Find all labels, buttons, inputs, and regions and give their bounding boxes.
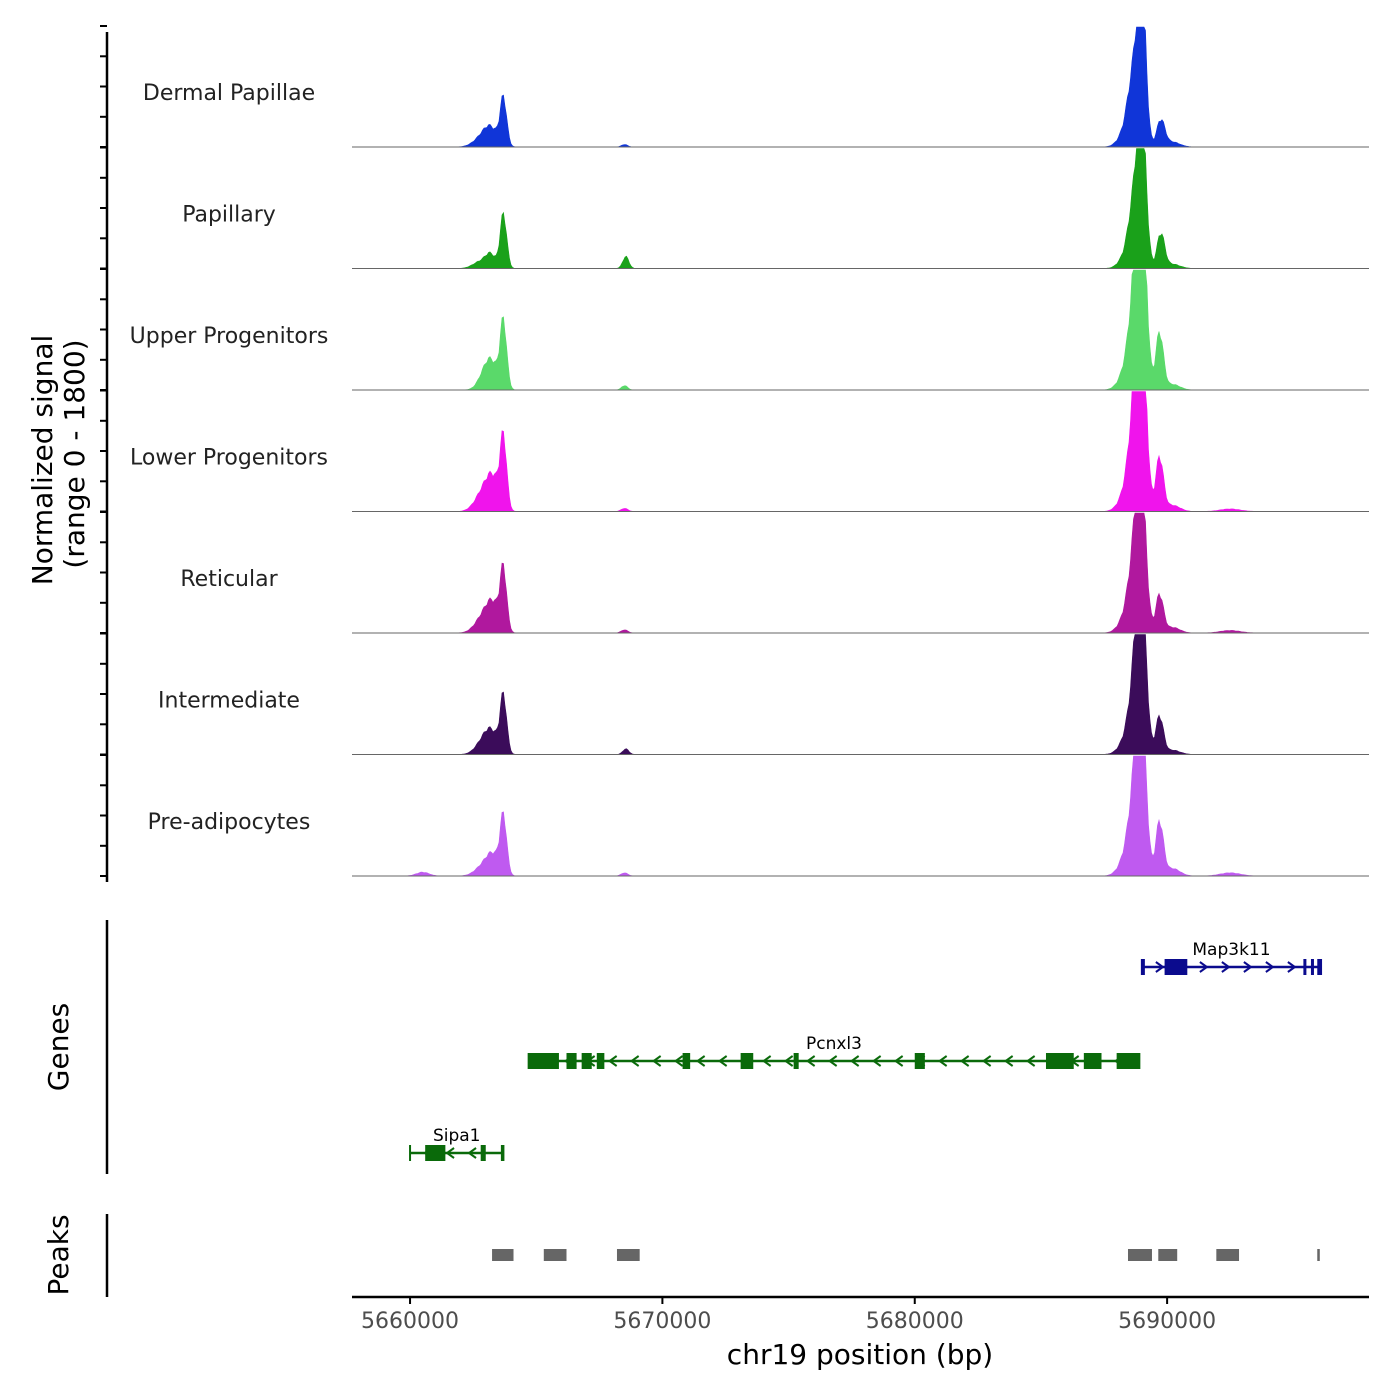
gene-label: Map3k11: [1192, 940, 1270, 960]
exon: [581, 1053, 592, 1069]
strand-arrow: [1221, 961, 1231, 973]
strand-arrow: [1155, 961, 1165, 973]
x-axis: 5660000 5670000 5680000 5690000 chr19 posit…: [352, 1295, 1369, 1371]
exon: [1317, 959, 1322, 975]
exon: [566, 1053, 577, 1069]
genes-panel: Genes Map3k11 Pcnxl3 Sipa1: [42, 920, 1323, 1174]
signal-area: [352, 26, 1369, 148]
exon: [682, 1053, 691, 1069]
exon: [740, 1053, 754, 1069]
peak-region: [1317, 1249, 1320, 1261]
track-label: Intermediate: [158, 689, 300, 714]
strand-arrow: [1287, 961, 1297, 973]
exon: [914, 1053, 925, 1069]
strand-arrow: [1243, 961, 1253, 973]
strand-arrow: [783, 1055, 794, 1067]
gene-pcnxl3: Pcnxl3: [527, 1034, 1141, 1069]
signal-area: [352, 512, 1369, 634]
signal-area: [352, 634, 1369, 755]
strand-arrow: [981, 1055, 992, 1067]
coverage-tracks: Dermal Papillae Papillary Upper Progenitor…: [130, 26, 1369, 877]
exon: [480, 1145, 486, 1161]
track-label: Pre-adipocytes: [148, 810, 311, 835]
track-label: Upper Progenitors: [130, 324, 329, 349]
track-label: Papillary: [182, 203, 276, 228]
exon: [1116, 1053, 1140, 1069]
strand-arrow: [695, 1055, 706, 1067]
x-axis-ticks: 5660000 5670000 5680000 5690000: [361, 1297, 1216, 1334]
peaks-ylabel: Peaks: [42, 1214, 75, 1295]
strand-arrow: [827, 1055, 838, 1067]
strand-arrow: [871, 1055, 882, 1067]
gene-map3k11: Map3k11: [1140, 940, 1323, 975]
x-tick-label: 5660000: [361, 1309, 459, 1334]
x-tick-label: 5680000: [866, 1309, 964, 1334]
strand-arrow: [959, 1055, 970, 1067]
exon: [1303, 959, 1307, 975]
peak-region: [492, 1249, 514, 1261]
signal-area: [352, 269, 1369, 391]
peaks-panel: Peaks: [42, 1214, 1320, 1297]
exon: [1045, 1053, 1074, 1069]
signal-area: [352, 148, 1369, 269]
strand-arrow: [805, 1055, 816, 1067]
strand-arrow: [673, 1055, 684, 1067]
gene-label: Sipa1: [433, 1126, 481, 1146]
strand-arrow: [893, 1055, 904, 1067]
strand-arrow: [1265, 961, 1275, 973]
coverage-ylabel-line1: Normalized signal: [26, 335, 59, 586]
exon: [1083, 1053, 1102, 1069]
track-label: Reticular: [180, 567, 278, 592]
coverage-panel: Normalized signal (range 0 - 1800) Derma…: [26, 25, 1369, 882]
coverage-y-ticks: [100, 25, 107, 877]
track-reticular: Reticular: [180, 512, 1369, 634]
strand-arrow: [607, 1055, 618, 1067]
strand-arrow: [467, 1147, 477, 1159]
strand-arrow: [1003, 1055, 1014, 1067]
track-pre-adipocytes: Pre-adipocytes: [148, 755, 1369, 877]
peak-region: [1127, 1249, 1152, 1261]
peak-region: [1158, 1249, 1178, 1261]
track-lower-progenitors: Lower Progenitors: [130, 391, 1369, 512]
x-tick-label: 5670000: [613, 1309, 711, 1334]
peak-region: [616, 1249, 640, 1261]
track-label: Dermal Papillae: [143, 81, 315, 106]
strand-arrow: [445, 1147, 455, 1159]
peak-region: [1216, 1249, 1240, 1261]
signal-area: [352, 391, 1369, 512]
strand-arrow: [761, 1055, 772, 1067]
peak-region: [543, 1249, 567, 1261]
peak-regions: [492, 1249, 1320, 1261]
signal-area: [352, 755, 1369, 877]
exon: [596, 1053, 605, 1069]
strand-arrow: [1025, 1055, 1036, 1067]
strand-arrow: [651, 1055, 662, 1067]
exon: [793, 1053, 799, 1069]
exon: [500, 1145, 504, 1161]
strand-arrow: [629, 1055, 640, 1067]
exon: [425, 1145, 446, 1161]
exon: [1141, 959, 1145, 975]
gene-sipa1: Sipa1: [409, 1126, 505, 1161]
x-tick-label: 5690000: [1118, 1309, 1216, 1334]
gene-label: Pcnxl3: [806, 1034, 862, 1054]
track-papillary: Papillary: [182, 148, 1369, 269]
track-label: Lower Progenitors: [130, 446, 328, 471]
strand-arrow: [1199, 961, 1209, 973]
track-intermediate: Intermediate: [158, 634, 1369, 755]
coverage-ylabel-line2: (range 0 - 1800): [58, 339, 91, 568]
x-axis-title: chr19 position (bp): [727, 1338, 993, 1371]
exon: [1164, 959, 1188, 975]
exon: [528, 1053, 559, 1069]
strand-arrow: [849, 1055, 860, 1067]
strand-arrow: [717, 1055, 728, 1067]
genes-ylabel: Genes: [42, 1003, 75, 1091]
exon: [1310, 959, 1314, 975]
strand-arrow: [937, 1055, 948, 1067]
track-dermal-papillae: Dermal Papillae: [143, 26, 1369, 148]
track-upper-progenitors: Upper Progenitors: [130, 269, 1369, 391]
gene-models: Map3k11 Pcnxl3 Sipa1: [409, 940, 1323, 1161]
